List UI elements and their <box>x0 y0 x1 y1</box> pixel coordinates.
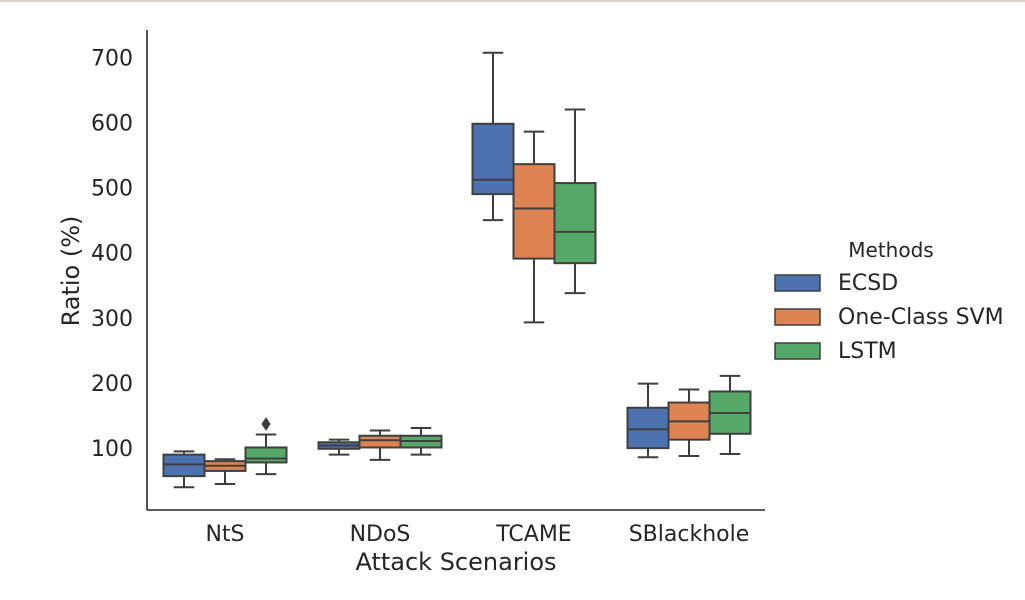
y-tick-label: 300 <box>91 307 133 332</box>
y-tick-label: 100 <box>91 437 133 462</box>
iqr-box <box>471 122 515 196</box>
box-tcame-ecsd <box>471 51 515 222</box>
category-group-ndos <box>317 426 443 461</box>
legend-swatch <box>774 308 821 326</box>
category-group-nts <box>162 417 288 489</box>
x-tick-label: NtS <box>205 522 244 547</box>
y-tick-label: 200 <box>91 372 133 397</box>
box-ndos-ecsd <box>317 438 361 456</box>
box-sblackhole-lstm <box>708 374 752 455</box>
legend-item-ecsd: ECSD <box>774 271 898 296</box>
iqr-box <box>244 446 288 464</box>
x-tick-label: SBlackhole <box>629 522 750 547</box>
legend-swatch <box>774 342 821 360</box>
box-ndos-one-class-svm <box>358 429 402 461</box>
legend-label: ECSD <box>838 271 898 296</box>
y-tick-label: 400 <box>91 242 133 267</box>
y-axis-title: Ratio (%) <box>57 216 85 327</box>
y-tick-label: 700 <box>91 46 133 71</box>
axes: 100 200 300 400 500 600 700 NtS NDoS TCAME SBlackh… <box>57 30 765 576</box>
box-nts-lstm <box>244 417 288 476</box>
box-sblackhole-one-class-svm <box>667 388 711 457</box>
category-group-sblackhole <box>626 374 752 459</box>
top-border-line <box>0 0 1025 2</box>
x-axis-title: Attack Scenarios <box>355 548 556 576</box>
y-tick-label: 600 <box>91 111 133 136</box>
iqr-box <box>553 182 597 265</box>
legend: Methods ECSD One-Class SVM LSTM <box>774 238 1004 364</box>
legend-title: Methods <box>848 238 933 262</box>
x-tick-label: NDoS <box>350 522 411 547</box>
legend-label: LSTM <box>838 339 897 364</box>
plot-area <box>162 51 752 489</box>
iqr-box <box>512 163 556 260</box>
x-tick-label: TCAME <box>495 522 571 547</box>
y-tick-label: 500 <box>91 177 133 202</box>
legend-label: One-Class SVM <box>838 305 1004 330</box>
legend-item-one-class-svm: One-Class SVM <box>774 305 1004 330</box>
box-nts-ecsd <box>162 450 206 489</box>
legend-swatch <box>774 274 821 292</box>
box-tcame-one-class-svm <box>512 130 556 324</box>
category-group-tcame <box>471 51 597 324</box>
legend-item-lstm: LSTM <box>774 339 897 364</box>
box-sblackhole-ecsd <box>626 382 670 459</box>
box-tcame-lstm <box>553 108 597 295</box>
iqr-box <box>358 434 402 449</box>
outlier-marker <box>261 417 271 431</box>
box-ndos-lstm <box>399 426 443 456</box>
box-nts-one-class-svm <box>203 458 247 485</box>
iqr-box <box>626 406 670 450</box>
